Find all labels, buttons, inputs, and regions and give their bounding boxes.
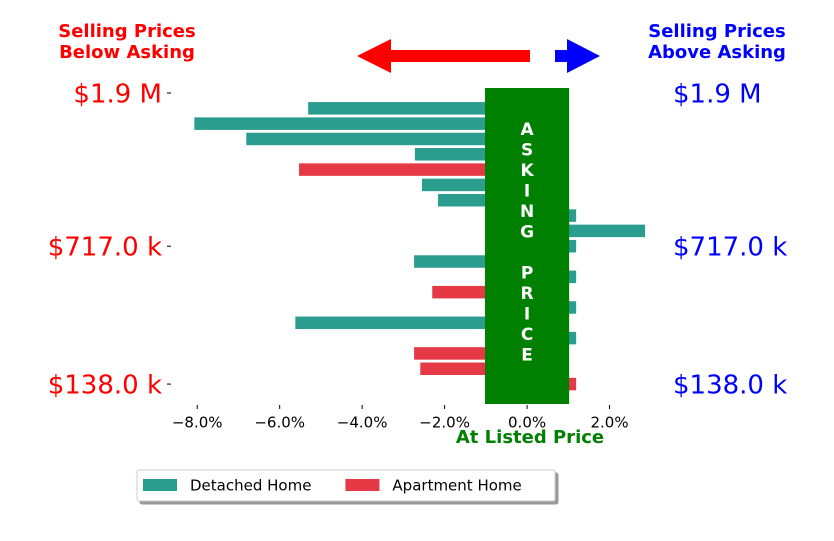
x-tick-label: −4.0%: [337, 414, 388, 432]
heading: Below Asking: [59, 42, 195, 63]
bar: [308, 102, 528, 115]
y-tick-label-right: $717.0 k: [673, 233, 787, 263]
legend-swatch: [143, 479, 177, 491]
bar: [299, 163, 528, 176]
y-tick-label: $138.0 k: [48, 371, 162, 401]
y-tick-label-right: $138.0 k: [673, 371, 787, 401]
bar: [194, 117, 528, 130]
bar: [246, 132, 528, 146]
x-tick-label: −2.0%: [419, 414, 470, 432]
heading: Selling Prices: [648, 21, 785, 42]
y-tick-label: $1.9 M: [73, 80, 162, 110]
y-tick-label: $717.0 k: [48, 233, 162, 263]
left-arrow: [357, 39, 530, 73]
asking-band: [485, 88, 570, 404]
right-arrow: [555, 39, 600, 73]
x-tick-label: 0.0%: [508, 414, 546, 432]
heading: Selling Prices: [58, 21, 195, 42]
legend-label: Detached Home: [190, 477, 311, 495]
bar: [295, 316, 528, 330]
heading: Above Asking: [648, 42, 786, 63]
x-tick-label: 2.0%: [590, 414, 628, 432]
legend-label: Apartment Home: [392, 477, 521, 495]
x-tick-label: −8.0%: [172, 414, 223, 432]
x-axis-label: At Listed Price: [456, 427, 604, 448]
legend-swatch: [345, 479, 380, 491]
x-tick-label: −6.0%: [254, 414, 305, 432]
y-tick-label-right: $1.9 M: [673, 80, 762, 110]
